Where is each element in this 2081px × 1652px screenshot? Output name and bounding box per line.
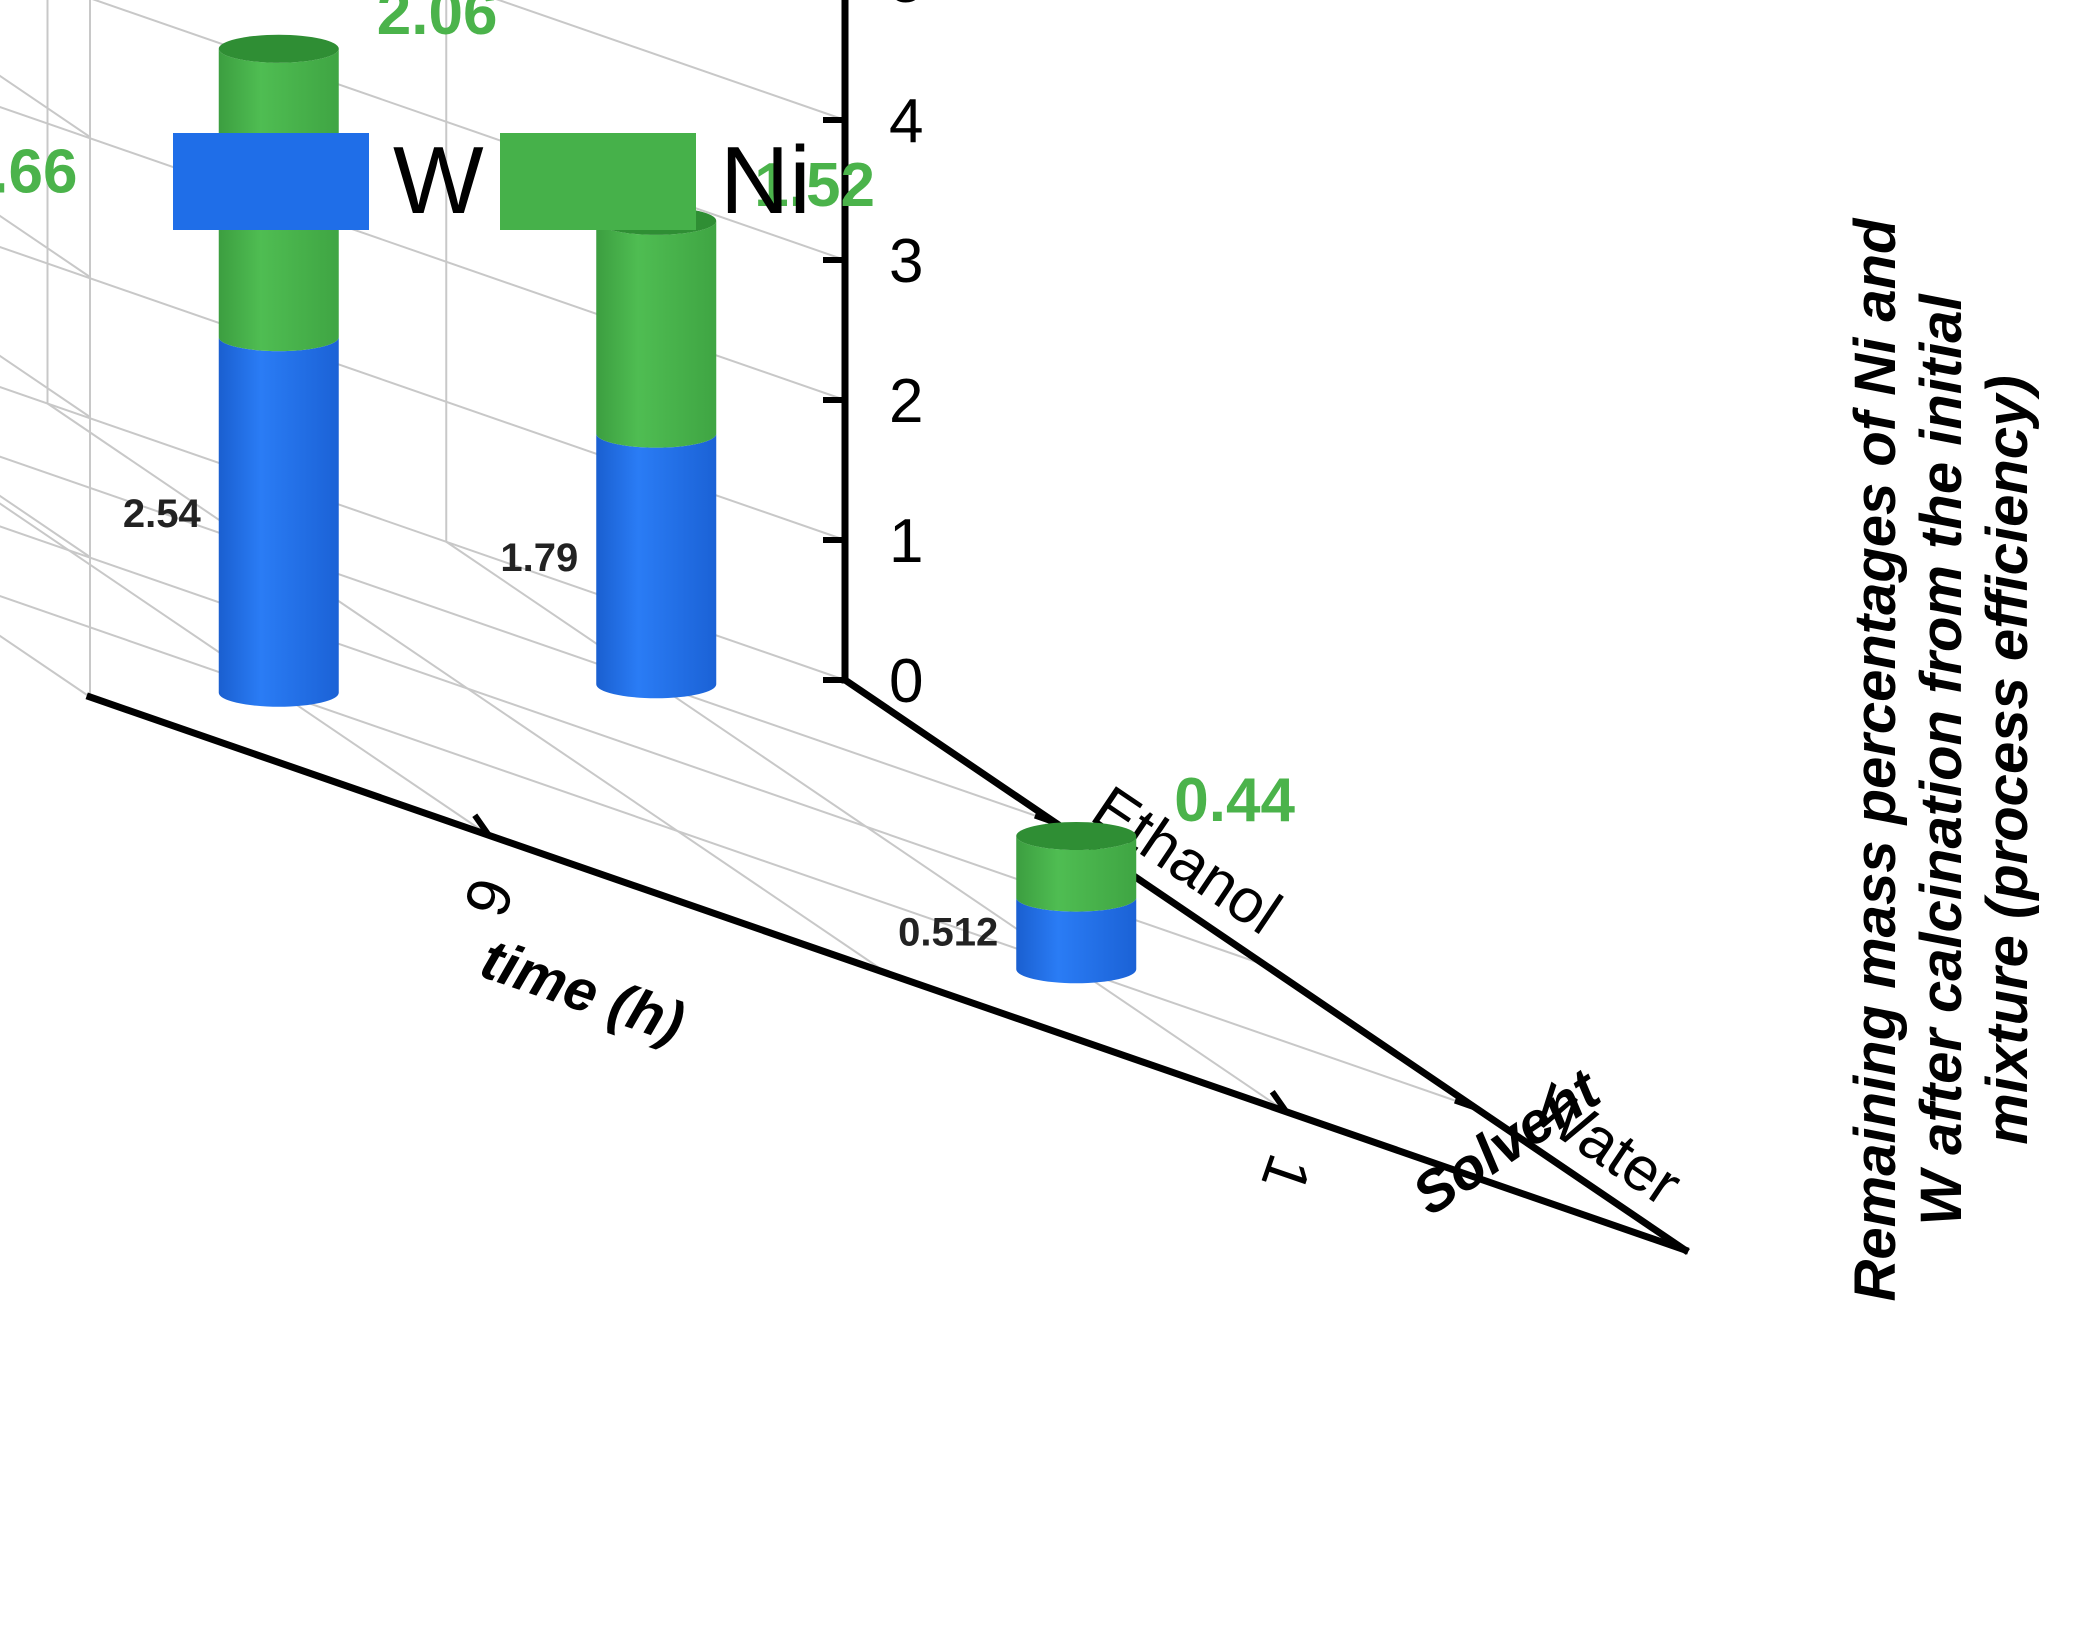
x-tick-label: 1 bbox=[1247, 1146, 1323, 1201]
y-axis-title-line: Remaining mass percentages of Ni and bbox=[1843, 217, 1908, 1302]
x-axis-line bbox=[85, 692, 1690, 1255]
x-axis-title: time (h) bbox=[473, 926, 692, 1056]
y-tick-label: 4 bbox=[889, 87, 923, 156]
legend-swatch-ni bbox=[500, 133, 696, 230]
z-tick bbox=[1454, 1097, 1476, 1111]
bar-top-cap bbox=[1016, 821, 1137, 850]
legend-label-ni: Ni bbox=[720, 127, 811, 234]
y-tick-label: 2 bbox=[889, 367, 923, 436]
bar-stack bbox=[218, 34, 339, 707]
y-axis-title-line: W after calcination from the initial bbox=[1909, 292, 1974, 1225]
bar-segment-ni bbox=[1016, 835, 1137, 912]
bar-stack bbox=[1016, 821, 1137, 984]
z-tick bbox=[1034, 812, 1056, 826]
axes: 012345661time (h)EthanolWaterSolventRema… bbox=[85, 0, 2040, 1302]
y-tick-label: 1 bbox=[889, 507, 923, 576]
bar-segment-w bbox=[596, 433, 717, 699]
y-tick-label: 0 bbox=[889, 647, 923, 716]
data-label-w: 2.54 bbox=[123, 492, 202, 536]
data-label-ni: 0.66 bbox=[0, 137, 77, 206]
y-tick-label: 3 bbox=[889, 227, 923, 296]
z-axis-line bbox=[840, 675, 1690, 1255]
data-label-ni: 0.44 bbox=[1174, 766, 1295, 835]
gridline-y bbox=[0, 245, 846, 558]
x-tick bbox=[472, 813, 492, 837]
data-label-ni: 1.52 bbox=[754, 151, 875, 220]
bar-top-cap bbox=[218, 34, 339, 63]
data-label-ni: 2.06 bbox=[377, 0, 498, 48]
legend-swatch-w bbox=[173, 133, 369, 230]
legend: W Ni bbox=[173, 127, 811, 234]
legend-label-w: W bbox=[393, 127, 484, 234]
y-axis-title: Remaining mass percentages of Ni andW af… bbox=[1843, 217, 2040, 1302]
gridline-floor bbox=[0, 502, 490, 837]
y-tick-label: 5 bbox=[889, 0, 923, 16]
gridline-floor bbox=[0, 525, 1266, 966]
bar-stack bbox=[596, 206, 717, 699]
bar-segment-w bbox=[218, 337, 339, 707]
y-axis-title-line: mixture (process efficiency) bbox=[1975, 375, 2040, 1144]
bars bbox=[218, 34, 1137, 984]
x-tick bbox=[1269, 1090, 1289, 1114]
data-label-w: 1.79 bbox=[500, 536, 578, 580]
bar-segment-ni bbox=[596, 220, 717, 448]
x-tick-label: 6 bbox=[450, 869, 526, 924]
bar-segment-w bbox=[1016, 897, 1137, 984]
data-label-w: 0.512 bbox=[898, 910, 998, 954]
